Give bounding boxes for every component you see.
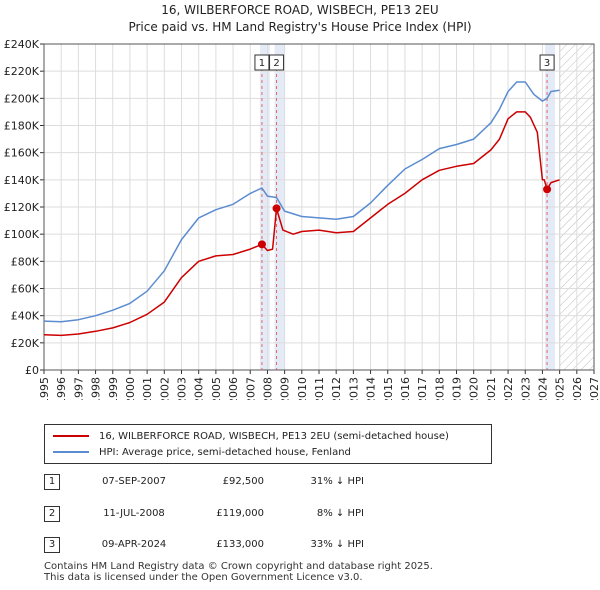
footer-copyright: Contains HM Land Registry data © Crown c… xyxy=(44,561,433,572)
x-tick-label: 2016 xyxy=(399,377,412,400)
legend-label-property: 16, WILBERFORCE ROAD, WISBECH, PE13 2EU … xyxy=(99,430,449,442)
y-tick-label: £240K xyxy=(4,38,40,51)
legend-item-hpi: HPI: Average price, semi-detached house,… xyxy=(53,445,351,459)
x-tick-label: 2007 xyxy=(244,377,257,400)
sale-marker-label: 1 xyxy=(44,474,60,490)
x-tick-label: 2017 xyxy=(416,377,429,400)
x-tick-label: 2024 xyxy=(536,377,549,400)
sale-label-box-2 xyxy=(269,54,285,71)
property-series-line xyxy=(43,111,560,337)
sale-date: 07-SEP-2007 xyxy=(102,476,166,487)
x-tick-label: 2021 xyxy=(485,377,498,400)
x-tick-label: 2003 xyxy=(176,377,189,400)
sale-hpi-diff: 8% ↓ HPI xyxy=(316,508,364,519)
legend-line-property xyxy=(53,435,89,437)
x-tick-label: 1996 xyxy=(55,377,68,400)
sale-label-text-2: 2 xyxy=(273,58,279,69)
y-tick-label: £80K xyxy=(11,255,40,268)
y-tick-label: £40K xyxy=(11,310,40,323)
x-tick-label: 2025 xyxy=(554,377,567,400)
x-tick-label: 2019 xyxy=(451,377,464,400)
legend: 16, WILBERFORCE ROAD, WISBECH, PE13 2EU … xyxy=(44,424,492,464)
sale-label-box-1 xyxy=(254,54,270,71)
sale-row-3: 3 09-APR-2024 £133,000 33% ↓ HPI xyxy=(44,537,584,555)
x-tick-label: 1998 xyxy=(90,377,103,400)
y-tick-label: £180K xyxy=(4,120,40,133)
sale-marker-3 xyxy=(543,185,552,194)
x-tick-label: 2000 xyxy=(124,377,137,400)
x-tick-label: 2002 xyxy=(158,377,171,400)
sale-label-text-3: 3 xyxy=(544,58,550,69)
sale-label-text-1: 1 xyxy=(259,58,265,69)
x-tick-label: 1995 xyxy=(38,377,51,400)
x-tick-label: 2018 xyxy=(433,377,446,400)
sale-row-2: 2 11-JUL-2008 £119,000 8% ↓ HPI xyxy=(44,506,584,524)
x-tick-label: 2014 xyxy=(365,377,378,400)
x-tick-label: 2020 xyxy=(468,377,481,400)
x-tick-label: 2015 xyxy=(382,377,395,400)
sale-date: 11-JUL-2008 xyxy=(103,508,165,519)
x-tick-label: 2023 xyxy=(519,377,532,400)
x-tick-label: 2011 xyxy=(313,377,326,400)
sale-marker-2 xyxy=(272,204,281,213)
x-tick-label: 2004 xyxy=(193,377,206,400)
chart-title: 16, WILBERFORCE ROAD, WISBECH, PE13 2EU xyxy=(161,3,439,17)
x-tick-label: 2027 xyxy=(588,377,600,400)
y-tick-label: £120K xyxy=(4,201,40,214)
price-chart: £0 £20K £40K £60K £80K £100K £120K £140K £160K £1… xyxy=(4,38,600,400)
sale-row-1: 1 07-SEP-2007 £92,500 31% ↓ HPI xyxy=(44,474,584,492)
x-tick-label: 2026 xyxy=(571,377,584,400)
footer-license: This data is licensed under the Open Gov… xyxy=(44,572,363,583)
x-tick-label: 2010 xyxy=(296,377,309,400)
x-tick-label: 2005 xyxy=(210,377,223,400)
sale-hpi-diff: 31% ↓ HPI xyxy=(310,476,364,487)
x-tick-label: 2008 xyxy=(261,377,274,400)
sale-marker-1 xyxy=(257,240,266,249)
sale-price: £119,000 xyxy=(216,508,264,519)
y-tick-label: £0 xyxy=(25,364,39,377)
plot-frame xyxy=(43,43,595,371)
legend-label-hpi: HPI: Average price, semi-detached house,… xyxy=(99,446,351,458)
x-tick-label: 2001 xyxy=(141,377,154,400)
legend-line-hpi xyxy=(53,451,89,453)
legend-item-property: 16, WILBERFORCE ROAD, WISBECH, PE13 2EU … xyxy=(53,429,449,443)
footer: Contains HM Land Registry data © Crown c… xyxy=(44,561,433,583)
sale-label-box-3 xyxy=(539,54,555,71)
y-tick-label: £220K xyxy=(4,65,40,78)
sale-price: £133,000 xyxy=(216,539,264,550)
sale-marker-label: 2 xyxy=(44,506,60,522)
sale-hpi-diff: 33% ↓ HPI xyxy=(310,539,364,550)
y-tick-label: £100K xyxy=(4,228,40,241)
y-tick-label: £160K xyxy=(4,147,40,160)
x-tick-label: 1999 xyxy=(107,377,120,400)
x-tick-label: 2009 xyxy=(279,377,292,400)
sale-marker-label: 3 xyxy=(44,537,60,553)
y-tick-label: £200K xyxy=(4,92,40,105)
sale-price: £92,500 xyxy=(222,476,264,487)
y-tick-label: £140K xyxy=(4,174,40,187)
x-tick-label: 1997 xyxy=(72,377,85,400)
hpi-series-line xyxy=(43,81,560,323)
x-tick-label: 2022 xyxy=(502,377,515,400)
y-tick-label: £60K xyxy=(11,283,40,296)
sale-date: 09-APR-2024 xyxy=(101,539,167,550)
x-tick-label: 2012 xyxy=(330,377,343,400)
x-tick-label: 2013 xyxy=(347,377,360,400)
y-tick-label: £20K xyxy=(11,337,40,350)
x-tick-label: 2006 xyxy=(227,377,240,400)
chart-subtitle: Price paid vs. HM Land Registry's House … xyxy=(128,20,472,34)
